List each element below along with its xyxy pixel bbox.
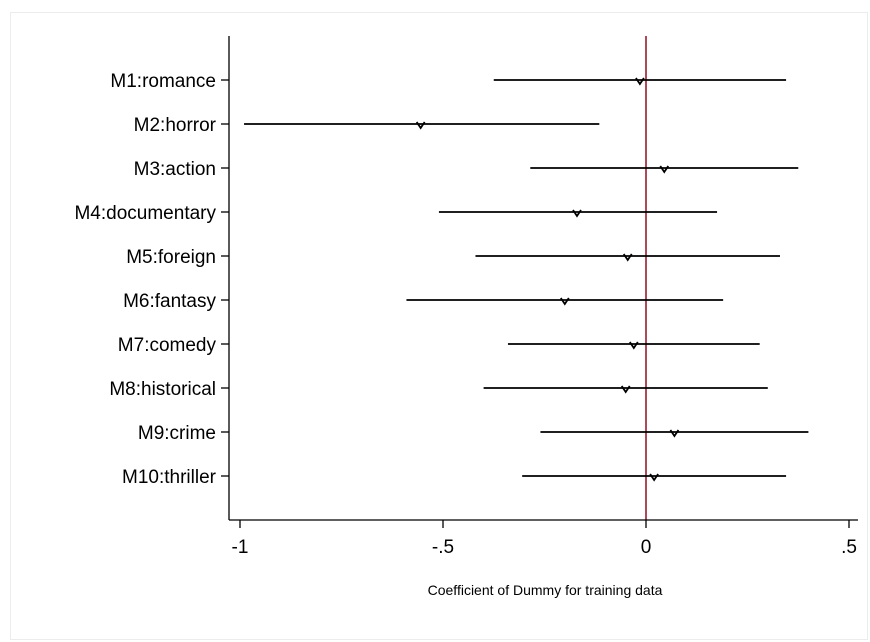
x-tick-label: .5	[841, 537, 857, 558]
x-tick-label: -1	[232, 537, 249, 558]
x-axis-title: Coefficient of Dummy for training data	[428, 582, 663, 598]
category-label: M10:thriller	[122, 467, 217, 488]
point-estimate-marker	[629, 341, 639, 350]
point-estimate-marker	[649, 473, 659, 482]
category-label: M8:historical	[109, 379, 216, 400]
point-estimate-marker	[620, 385, 631, 394]
point-estimate-marker	[669, 429, 680, 438]
category-label: M9:crime	[138, 423, 216, 444]
point-estimate-marker	[659, 165, 670, 174]
chart-frame	[10, 12, 868, 640]
category-label: M7:comedy	[118, 335, 217, 356]
category-label: M1:romance	[110, 71, 216, 92]
point-estimate-marker	[635, 77, 645, 86]
point-estimate-marker	[415, 121, 426, 130]
point-estimate-marker	[560, 297, 570, 306]
category-label: M4:documentary	[74, 203, 216, 224]
category-label: M3:action	[134, 159, 216, 180]
category-label: M2:horror	[134, 115, 217, 136]
category-label: M5:foreign	[126, 247, 216, 268]
category-label: M6:fantasy	[123, 291, 216, 312]
point-estimate-marker	[572, 209, 582, 218]
point-estimate-marker	[622, 253, 633, 262]
x-tick-label: -.5	[432, 537, 454, 558]
x-tick-label: 0	[641, 537, 652, 558]
